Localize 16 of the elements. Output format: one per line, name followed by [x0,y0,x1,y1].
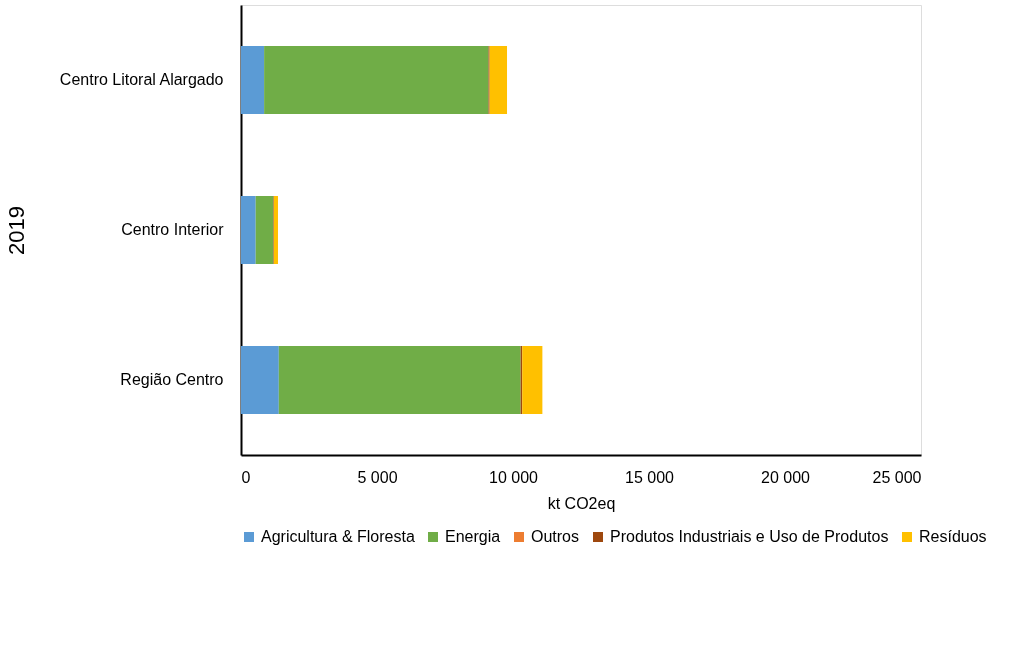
y-tick-label: Região Centro [120,371,224,388]
x-tick-label: 0 [241,468,251,486]
y-axis-title: 2019 [3,206,29,255]
legend-label: Outros [531,528,580,545]
x-tick-label: 15 000 [625,468,675,486]
legend-label: Energia [445,528,501,545]
x-axis-title: kt CO2eq [547,494,616,512]
x-tick-label: 5 000 [357,468,398,486]
legend-label: Produtos Industriais e Uso de Produtos [610,528,889,545]
legend-label: Agricultura & Floresta [261,528,415,545]
x-tick-label: 10 000 [489,468,539,486]
x-tick-label: 20 000 [761,468,811,486]
y-tick-label: Centro Interior [121,221,225,238]
legend-label: Resíduos [919,528,987,545]
y-tick-label: Centro Litoral Alargado [59,71,224,88]
x-tick-label: 25 000 [872,468,922,486]
